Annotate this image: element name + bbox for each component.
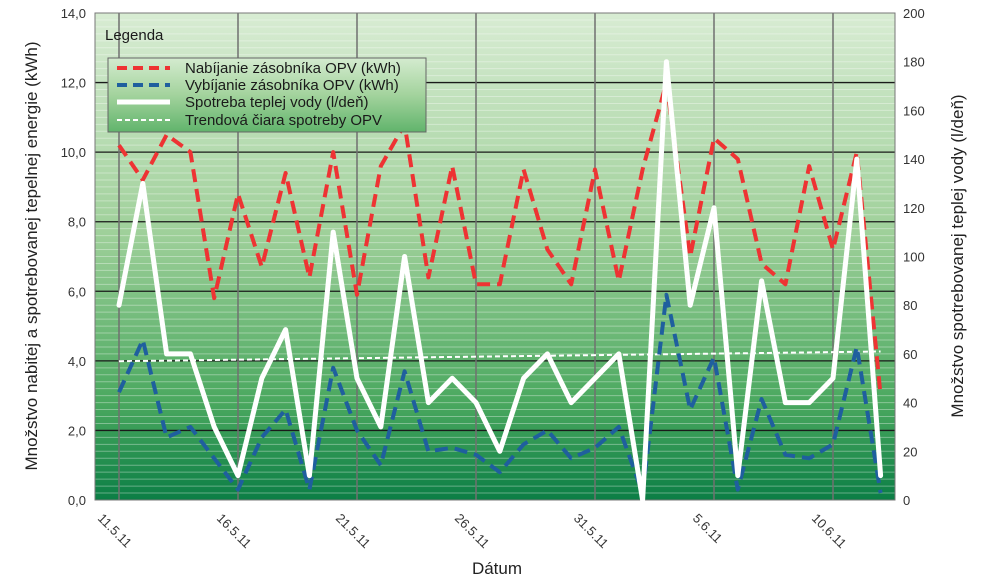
legend-title: Legenda [105, 27, 164, 44]
y2-tick-label: 40 [903, 396, 917, 411]
plot-border [94, 12, 896, 501]
y-tick-label: 2,0 [68, 423, 86, 438]
y-tick-label: 14,0 [61, 6, 86, 21]
x-axis-title: Dátum [472, 559, 522, 578]
x-tick-label: 10.6.11 [809, 511, 850, 552]
legend-label-spotreba: Spotreba teplej vody (l/deň) [185, 94, 368, 111]
series-layer [116, 59, 884, 503]
x-tick-label: 31.5.11 [571, 511, 612, 552]
y-tick-label: 10,0 [61, 145, 86, 160]
y-tick-label: 0,0 [68, 493, 86, 508]
y-axis-title: Množstvo nabitej a spotrebovanej tepelne… [22, 41, 41, 470]
y2-tick-label: 20 [903, 444, 917, 459]
x-tick-label: 16.5.11 [214, 511, 255, 552]
y2-tick-label: 100 [903, 250, 925, 265]
y-axis-right: 0 20 40 60 80 100 120 140 160 180 200 [903, 6, 925, 508]
series-line-1 [117, 80, 883, 396]
x-tick-label: 11.5.11 [95, 511, 135, 551]
series-line-3 [116, 59, 884, 503]
y2-tick-label: 140 [903, 152, 925, 167]
x-tick-label: 5.6.11 [690, 511, 725, 546]
x-axis: 11.5.11 16.5.11 21.5.11 26.5.11 31.5.11 5.6.1… [95, 511, 850, 552]
y2-tick-label: 0 [903, 493, 910, 508]
y2-tick-label: 60 [903, 347, 917, 362]
y2-tick-label: 200 [903, 6, 925, 21]
y2-tick-label: 120 [903, 201, 925, 216]
y2-tick-label: 180 [903, 55, 925, 70]
legend-label-vybijanie: Vybíjanie zásobníka OPV (kWh) [185, 77, 399, 94]
x-tick-label: 21.5.11 [333, 511, 374, 552]
y-tick-label: 6,0 [68, 284, 86, 299]
x-tick-label: 26.5.11 [452, 511, 493, 552]
y2-axis-title: Množstvo spotrebovanej teplej vody (l/de… [948, 94, 967, 417]
legend: Legenda Nabíjanie zásobníka OPV (kWh) Vy… [105, 27, 427, 133]
y-tick-label: 4,0 [68, 354, 86, 369]
series-line-2 [117, 292, 883, 495]
y-tick-label: 8,0 [68, 215, 86, 230]
y-tick-label: 12,0 [61, 76, 86, 91]
y2-tick-label: 80 [903, 298, 917, 313]
y-axis-left: 0,0 2,0 4,0 6,0 8,0 10,0 12,0 14,0 [61, 6, 86, 508]
y2-tick-label: 160 [903, 103, 925, 118]
legend-label-nabijanie: Nabíjanie zásobníka OPV (kWh) [185, 60, 401, 77]
legend-label-trend: Trendová čiara spotreby OPV [185, 112, 382, 129]
